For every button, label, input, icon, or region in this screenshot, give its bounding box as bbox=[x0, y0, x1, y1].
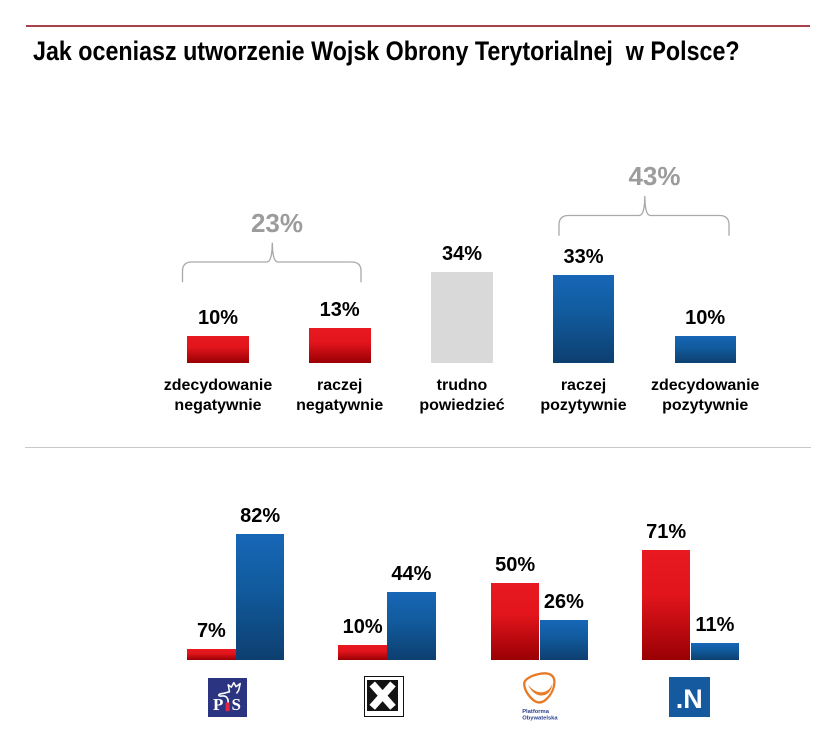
svg-text:P: P bbox=[213, 695, 223, 714]
svg-text:Obywatelska: Obywatelska bbox=[522, 716, 558, 722]
svg-text:Platforma: Platforma bbox=[522, 709, 550, 715]
svg-text:S: S bbox=[231, 695, 240, 714]
